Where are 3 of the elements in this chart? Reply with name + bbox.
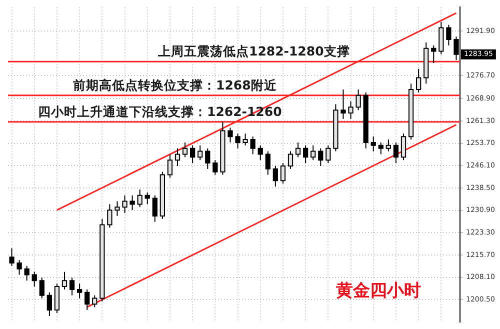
annotation: 黄金四小时 — [335, 281, 422, 302]
ref-line-label: 前期高低点转换位支撑：1268附近 — [72, 77, 278, 92]
ref-line-label: 上周五震荡低点1282-1280支撑 — [157, 44, 350, 59]
